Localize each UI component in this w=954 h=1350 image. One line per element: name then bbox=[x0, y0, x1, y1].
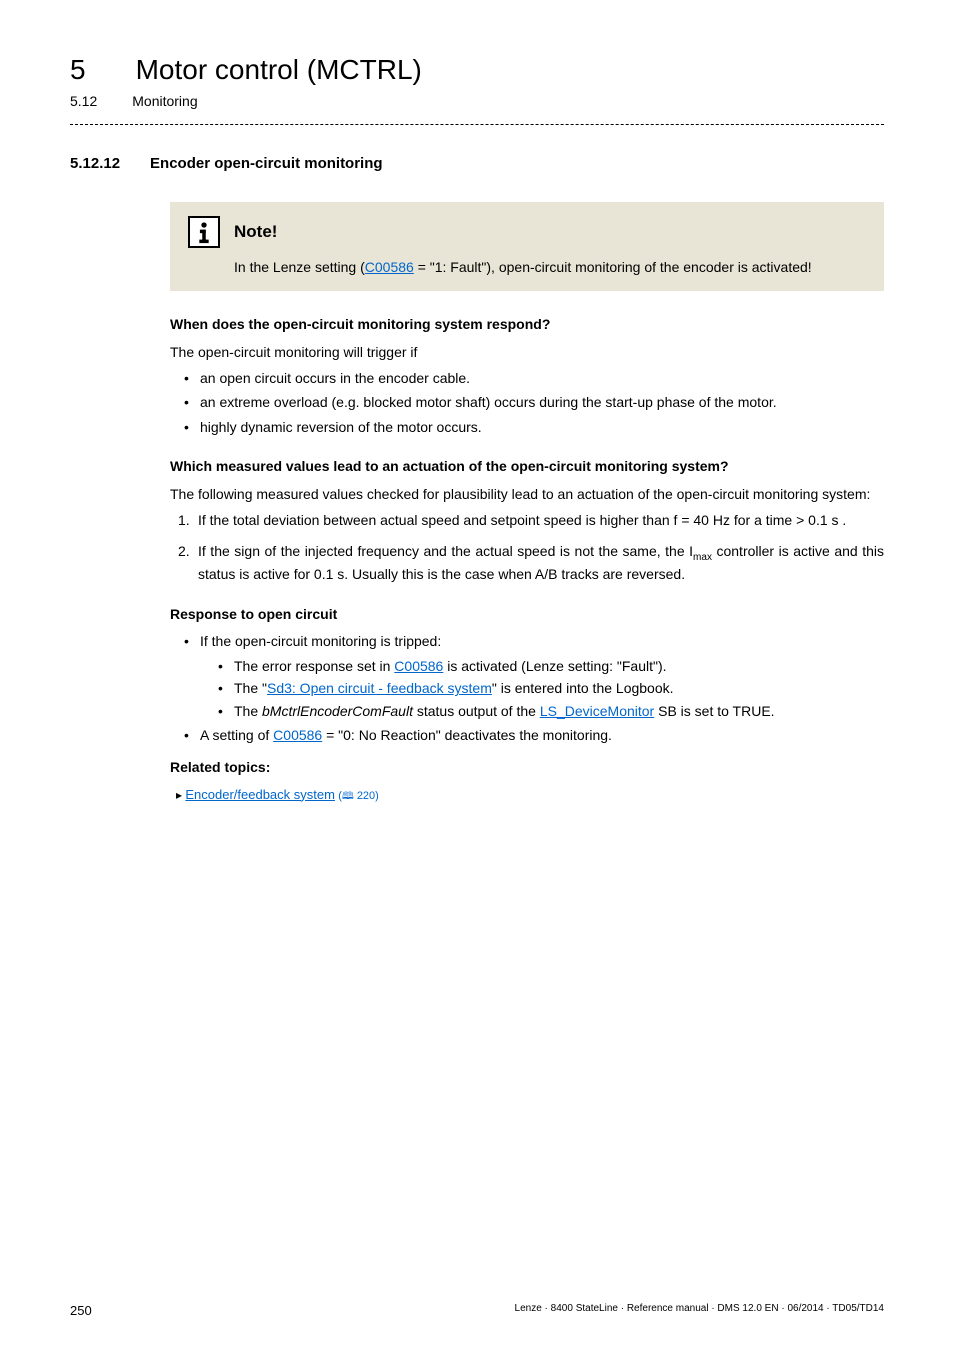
code-link[interactable]: C00586 bbox=[394, 658, 443, 674]
subsection-title: Encoder open-circuit monitoring bbox=[150, 153, 383, 174]
italic-text: bMctrlEncoderComFault bbox=[262, 703, 413, 719]
subsection-header: 5.12.12 Encoder open-circuit monitoring bbox=[70, 153, 884, 174]
q1-heading: When does the open-circuit monitoring sy… bbox=[170, 315, 884, 335]
item-subscript: max bbox=[693, 552, 712, 563]
list-item: an extreme overload (e.g. blocked motor … bbox=[184, 393, 884, 413]
text-after: SB is set to TRUE. bbox=[654, 703, 774, 719]
q1-list: an open circuit occurs in the encoder ca… bbox=[184, 369, 884, 438]
footer-text: Lenze · 8400 StateLine · Reference manua… bbox=[515, 1302, 884, 1320]
response-heading: Response to open circuit bbox=[170, 605, 884, 625]
item-number: 2. bbox=[178, 542, 190, 562]
chapter-number: 5 bbox=[70, 50, 86, 89]
book-icon: 🕮 bbox=[342, 791, 354, 802]
code-link[interactable]: C00586 bbox=[273, 727, 322, 743]
related-link[interactable]: Encoder/feedback system bbox=[185, 787, 335, 802]
section-header: 5.12 Monitoring bbox=[70, 92, 884, 112]
list-item: an open circuit occurs in the encoder ca… bbox=[184, 369, 884, 389]
text-before: A setting of bbox=[200, 727, 273, 743]
item-text-before: If the sign of the injected frequency an… bbox=[198, 543, 693, 559]
q2-list: 1. If the total deviation between actual… bbox=[178, 511, 884, 585]
response-list: If the open-circuit monitoring is trippe… bbox=[184, 632, 884, 746]
page-ref: (🕮 220) bbox=[338, 790, 379, 802]
error-link[interactable]: Sd3: Open circuit - feedback system bbox=[267, 680, 492, 696]
q2-heading: Which measured values lead to an actuati… bbox=[170, 457, 884, 477]
note-header: Note! bbox=[188, 216, 866, 248]
chapter-title: Motor control (MCTRL) bbox=[136, 50, 422, 89]
section-title: Monitoring bbox=[132, 92, 197, 112]
bullet-text: If the open-circuit monitoring is trippe… bbox=[200, 633, 441, 649]
section-number: 5.12 bbox=[70, 92, 97, 112]
list-item: highly dynamic reversion of the motor oc… bbox=[184, 418, 884, 438]
related-heading: Related topics: bbox=[170, 758, 884, 778]
text-before: The " bbox=[234, 680, 267, 696]
item-number: 1. bbox=[178, 511, 190, 531]
text-before: The bbox=[234, 703, 262, 719]
page-footer: 250 Lenze · 8400 StateLine · Reference m… bbox=[70, 1302, 884, 1320]
note-link[interactable]: C00586 bbox=[365, 259, 414, 275]
info-icon bbox=[188, 216, 220, 248]
item-text: If the total deviation between actual sp… bbox=[198, 512, 846, 528]
page-number: 250 bbox=[70, 1302, 92, 1320]
text-after: is activated (Lenze setting: "Fault"). bbox=[443, 658, 666, 674]
text-after: = "0: No Reaction" deactivates the monit… bbox=[322, 727, 612, 743]
note-title: Note! bbox=[234, 220, 277, 244]
arrow-icon: ▸ bbox=[176, 788, 185, 802]
text-after: " is entered into the Logbook. bbox=[492, 680, 674, 696]
list-item: If the open-circuit monitoring is trippe… bbox=[184, 632, 884, 721]
subsection-number: 5.12.12 bbox=[70, 153, 120, 174]
q1-intro: The open-circuit monitoring will trigger… bbox=[170, 343, 884, 363]
note-box: Note! In the Lenze setting (C00586 = "1:… bbox=[170, 202, 884, 292]
text-before: The error response set in bbox=[234, 658, 394, 674]
list-item: 2. If the sign of the injected frequency… bbox=[178, 542, 884, 584]
note-text: In the Lenze setting (C00586 = "1: Fault… bbox=[234, 258, 866, 278]
divider bbox=[70, 124, 884, 125]
note-text-before: In the Lenze setting ( bbox=[234, 259, 365, 275]
response-sublist: The error response set in C00586 is acti… bbox=[218, 657, 884, 722]
list-item: A setting of C00586 = "0: No Reaction" d… bbox=[184, 726, 884, 746]
page-number-ref: 220 bbox=[357, 790, 375, 802]
list-item: The error response set in C00586 is acti… bbox=[218, 657, 884, 677]
q2-intro: The following measured values checked fo… bbox=[170, 485, 884, 505]
content-body: Note! In the Lenze setting (C00586 = "1:… bbox=[170, 202, 884, 804]
list-item: The bMctrlEncoderComFault status output … bbox=[218, 702, 884, 722]
text-mid: status output of the bbox=[413, 703, 540, 719]
list-item: 1. If the total deviation between actual… bbox=[178, 511, 884, 531]
related-item: ▸ Encoder/feedback system (🕮 220) bbox=[176, 786, 884, 804]
sb-link[interactable]: LS_DeviceMonitor bbox=[540, 703, 654, 719]
note-text-after: = "1: Fault"), open-circuit monitoring o… bbox=[414, 259, 812, 275]
list-item: The "Sd3: Open circuit - feedback system… bbox=[218, 679, 884, 699]
chapter-header: 5 Motor control (MCTRL) bbox=[70, 50, 884, 89]
